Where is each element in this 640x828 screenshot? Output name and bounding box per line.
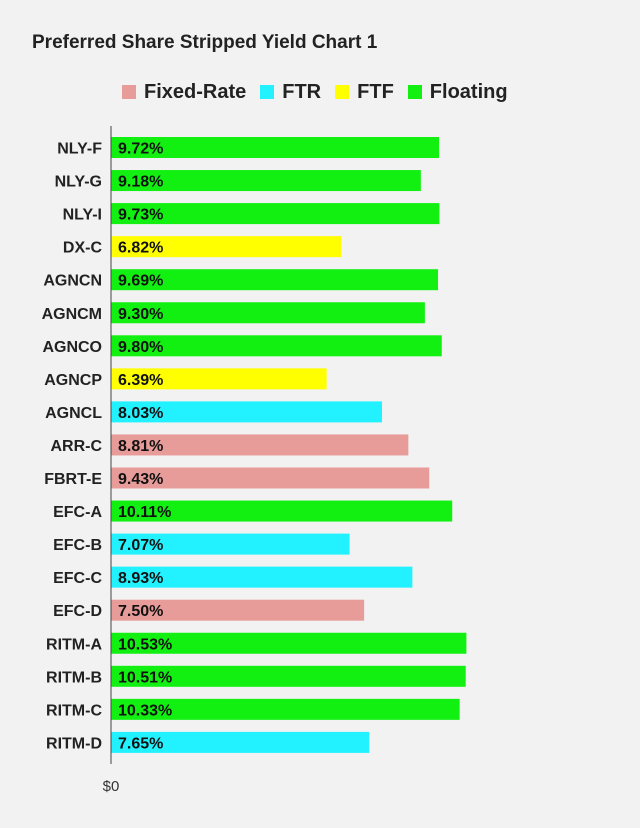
category-label-arr-c: ARR-C xyxy=(50,438,102,455)
category-label-ritm-c: RITM-C xyxy=(46,702,102,719)
value-label-agncl: 8.03% xyxy=(118,405,163,422)
value-label-arr-c: 8.81% xyxy=(118,438,163,455)
bar-ritm-c xyxy=(111,698,460,720)
value-label-ritm-b: 10.51% xyxy=(118,669,172,686)
category-label-agncm: AGNCM xyxy=(42,306,102,323)
category-label-agnco: AGNCO xyxy=(42,339,102,356)
bar-efc-c xyxy=(111,566,413,588)
bar-agnco xyxy=(111,335,442,357)
bar-arr-c xyxy=(111,434,409,456)
bar-agncl xyxy=(111,401,383,423)
value-label-ritm-a: 10.53% xyxy=(118,636,172,653)
bar-dx-c xyxy=(111,236,342,258)
category-label-agncl: AGNCL xyxy=(45,405,102,422)
value-label-efc-a: 10.11% xyxy=(118,504,171,521)
value-label-efc-b: 7.07% xyxy=(118,537,163,554)
bar-efc-a xyxy=(111,500,453,522)
category-label-efc-a: EFC-A xyxy=(53,504,102,521)
category-label-efc-c: EFC-C xyxy=(53,570,102,587)
legend-item-floating: Floating xyxy=(407,80,508,104)
value-label-agncp: 6.39% xyxy=(118,372,163,389)
legend-item-ftr: FTR xyxy=(260,81,321,104)
category-label-nly-i: NLY-I xyxy=(63,207,102,224)
legend-item-ftf: FTF xyxy=(335,81,394,104)
bar-agncn xyxy=(111,269,439,291)
bar-efc-d xyxy=(111,599,365,621)
chart-title: Preferred Share Stripped Yield Chart 1 xyxy=(32,32,378,53)
bar-agncp xyxy=(111,368,327,390)
value-label-ritm-d: 7.65% xyxy=(118,735,163,752)
bar-nly-i xyxy=(111,203,440,225)
category-label-efc-b: EFC-B xyxy=(53,537,102,554)
category-label-ritm-b: RITM-B xyxy=(46,669,102,686)
x-tick-label-0: $0 xyxy=(103,778,120,795)
category-label-agncn: AGNCN xyxy=(43,273,102,290)
legend-swatch-ftr xyxy=(260,85,275,99)
value-label-efc-d: 7.50% xyxy=(118,603,163,620)
category-label-fbrt-e: FBRT-E xyxy=(44,471,102,488)
legend-swatch-floating xyxy=(407,85,422,99)
category-label-agncp: AGNCP xyxy=(44,372,102,389)
value-label-fbrt-e: 9.43% xyxy=(118,471,163,488)
bar-ritm-a xyxy=(111,632,467,654)
legend-label-floating: Floating xyxy=(429,80,508,103)
category-label-ritm-d: RITM-D xyxy=(46,735,102,752)
category-label-efc-d: EFC-D xyxy=(53,603,102,620)
value-label-agncn: 9.69% xyxy=(118,273,163,290)
value-label-ritm-c: 10.33% xyxy=(118,702,172,719)
bar-efc-b xyxy=(111,533,350,555)
bar-nly-f xyxy=(111,137,440,158)
value-label-nly-i: 9.73% xyxy=(118,207,163,224)
legend-item-fixed-rate: Fixed-Rate xyxy=(122,81,246,104)
value-label-nly-g: 9.18% xyxy=(118,174,163,191)
legend-label-ftf: FTF xyxy=(357,80,394,103)
legend: Fixed-Rate FTR FTF Floating xyxy=(122,80,508,104)
category-label-nly-f: NLY-F xyxy=(57,141,102,158)
bar-nly-g xyxy=(111,170,421,192)
category-label-ritm-a: RITM-A xyxy=(46,636,102,653)
value-label-efc-c: 8.93% xyxy=(118,570,163,587)
category-label-nly-g: NLY-G xyxy=(55,174,102,191)
category-label-dx-c: DX-C xyxy=(63,240,103,257)
bar-fbrt-e xyxy=(111,467,430,489)
value-label-agnco: 9.80% xyxy=(118,339,163,356)
legend-swatch-ftf xyxy=(335,85,350,99)
value-label-dx-c: 6.82% xyxy=(118,240,163,257)
legend-swatch-fixed-rate xyxy=(122,85,136,99)
legend-label-fixed-rate: Fixed-Rate xyxy=(144,80,247,103)
bar-ritm-d xyxy=(111,731,370,753)
bar-ritm-b xyxy=(111,665,466,687)
value-label-agncm: 9.30% xyxy=(118,306,163,323)
value-label-nly-f: 9.72% xyxy=(118,141,163,158)
legend-label-ftr: FTR xyxy=(282,80,322,103)
bar-agncm xyxy=(111,302,425,324)
